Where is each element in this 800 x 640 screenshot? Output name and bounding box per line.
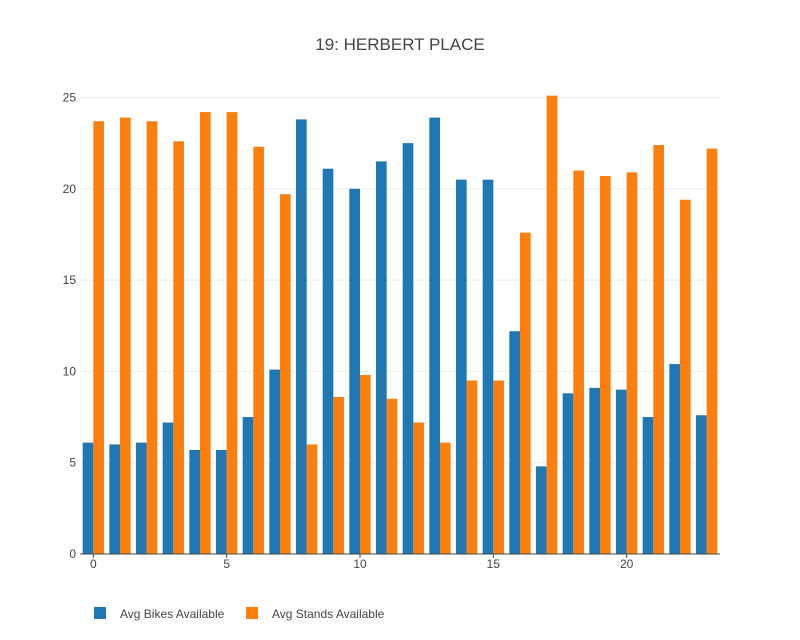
bar-bikes[interactable] <box>189 449 200 554</box>
bar-bikes[interactable] <box>589 387 600 554</box>
bar-stands[interactable] <box>600 176 611 554</box>
bar-bikes[interactable] <box>242 417 254 554</box>
x-tick-label: 0 <box>90 557 97 571</box>
bar-bikes[interactable] <box>429 117 440 554</box>
gridlines <box>80 96 720 464</box>
bar-stands[interactable] <box>466 380 478 554</box>
bar-stands[interactable] <box>253 146 264 554</box>
bar-bikes[interactable] <box>536 466 547 554</box>
bar-stands[interactable] <box>200 112 211 554</box>
legend-label: Avg Stands Available <box>272 607 385 621</box>
bar-bikes[interactable] <box>376 161 387 554</box>
bar-stands[interactable] <box>333 396 344 554</box>
bar-bikes[interactable] <box>82 442 94 554</box>
legend-swatch <box>246 607 258 619</box>
bars <box>82 95 718 555</box>
y-tick-label: 0 <box>69 547 76 561</box>
bar-bikes[interactable] <box>482 179 494 554</box>
bar-bikes[interactable] <box>669 364 680 554</box>
bar-stands[interactable] <box>226 112 238 554</box>
bar-bikes[interactable] <box>509 331 520 554</box>
x-tick-label: 10 <box>353 557 367 571</box>
bar-stands[interactable] <box>413 422 424 554</box>
legend[interactable]: Avg Bikes Available Avg Stands Available <box>94 607 385 621</box>
legend-item[interactable]: Avg Stands Available <box>246 607 385 621</box>
y-tick-label: 10 <box>63 364 77 378</box>
bar-stands[interactable] <box>680 199 691 555</box>
bar-stands[interactable] <box>146 121 158 554</box>
bar-bikes[interactable] <box>456 179 467 554</box>
bar-stands[interactable] <box>653 144 664 554</box>
y-tick-label: 5 <box>69 456 76 470</box>
bar-stands[interactable] <box>93 121 104 554</box>
y-tick-label: 15 <box>63 273 77 287</box>
x-tick-label: 15 <box>487 557 501 571</box>
bar-stands[interactable] <box>546 95 558 555</box>
bar-stands[interactable] <box>493 380 504 554</box>
bar-stands[interactable] <box>573 170 584 554</box>
bar-bikes[interactable] <box>296 119 307 554</box>
bar-bikes[interactable] <box>642 417 654 554</box>
bar-stands[interactable] <box>440 442 451 554</box>
bar-bikes[interactable] <box>162 422 174 554</box>
x-tick-label: 20 <box>620 557 634 571</box>
bar-stands[interactable] <box>706 148 718 555</box>
bar-stands[interactable] <box>520 232 531 555</box>
bar-bikes[interactable] <box>109 444 120 554</box>
x-axis-ticks: 0 5 10 15 20 <box>90 554 634 571</box>
y-tick-label: 25 <box>63 90 77 104</box>
bar-stands[interactable] <box>306 444 318 554</box>
bar-stands[interactable] <box>360 375 371 554</box>
y-tick-label: 20 <box>63 182 77 196</box>
legend-label: Avg Bikes Available <box>120 607 225 621</box>
bar-stands[interactable] <box>280 194 291 554</box>
bar-bikes[interactable] <box>696 415 707 554</box>
chart-title: 19: HERBERT PLACE <box>315 35 484 54</box>
bar-bikes[interactable] <box>216 449 227 554</box>
legend-swatch <box>94 607 106 619</box>
bar-bikes[interactable] <box>136 442 147 554</box>
x-tick-label: 5 <box>223 557 230 571</box>
bar-bikes[interactable] <box>269 369 280 554</box>
bar-stands[interactable] <box>626 172 638 554</box>
bar-bikes[interactable] <box>402 143 414 554</box>
bar-bikes[interactable] <box>349 188 360 554</box>
bar-bikes[interactable] <box>322 168 334 554</box>
bar-stands[interactable] <box>173 141 184 555</box>
bar-stands[interactable] <box>120 117 131 554</box>
legend-item[interactable]: Avg Bikes Available <box>94 607 225 621</box>
bar-bikes[interactable] <box>562 393 574 554</box>
bar-bikes[interactable] <box>616 389 627 554</box>
bar-stands[interactable] <box>386 398 398 554</box>
y-axis-ticks: 0 5 10 15 20 25 <box>63 90 77 561</box>
